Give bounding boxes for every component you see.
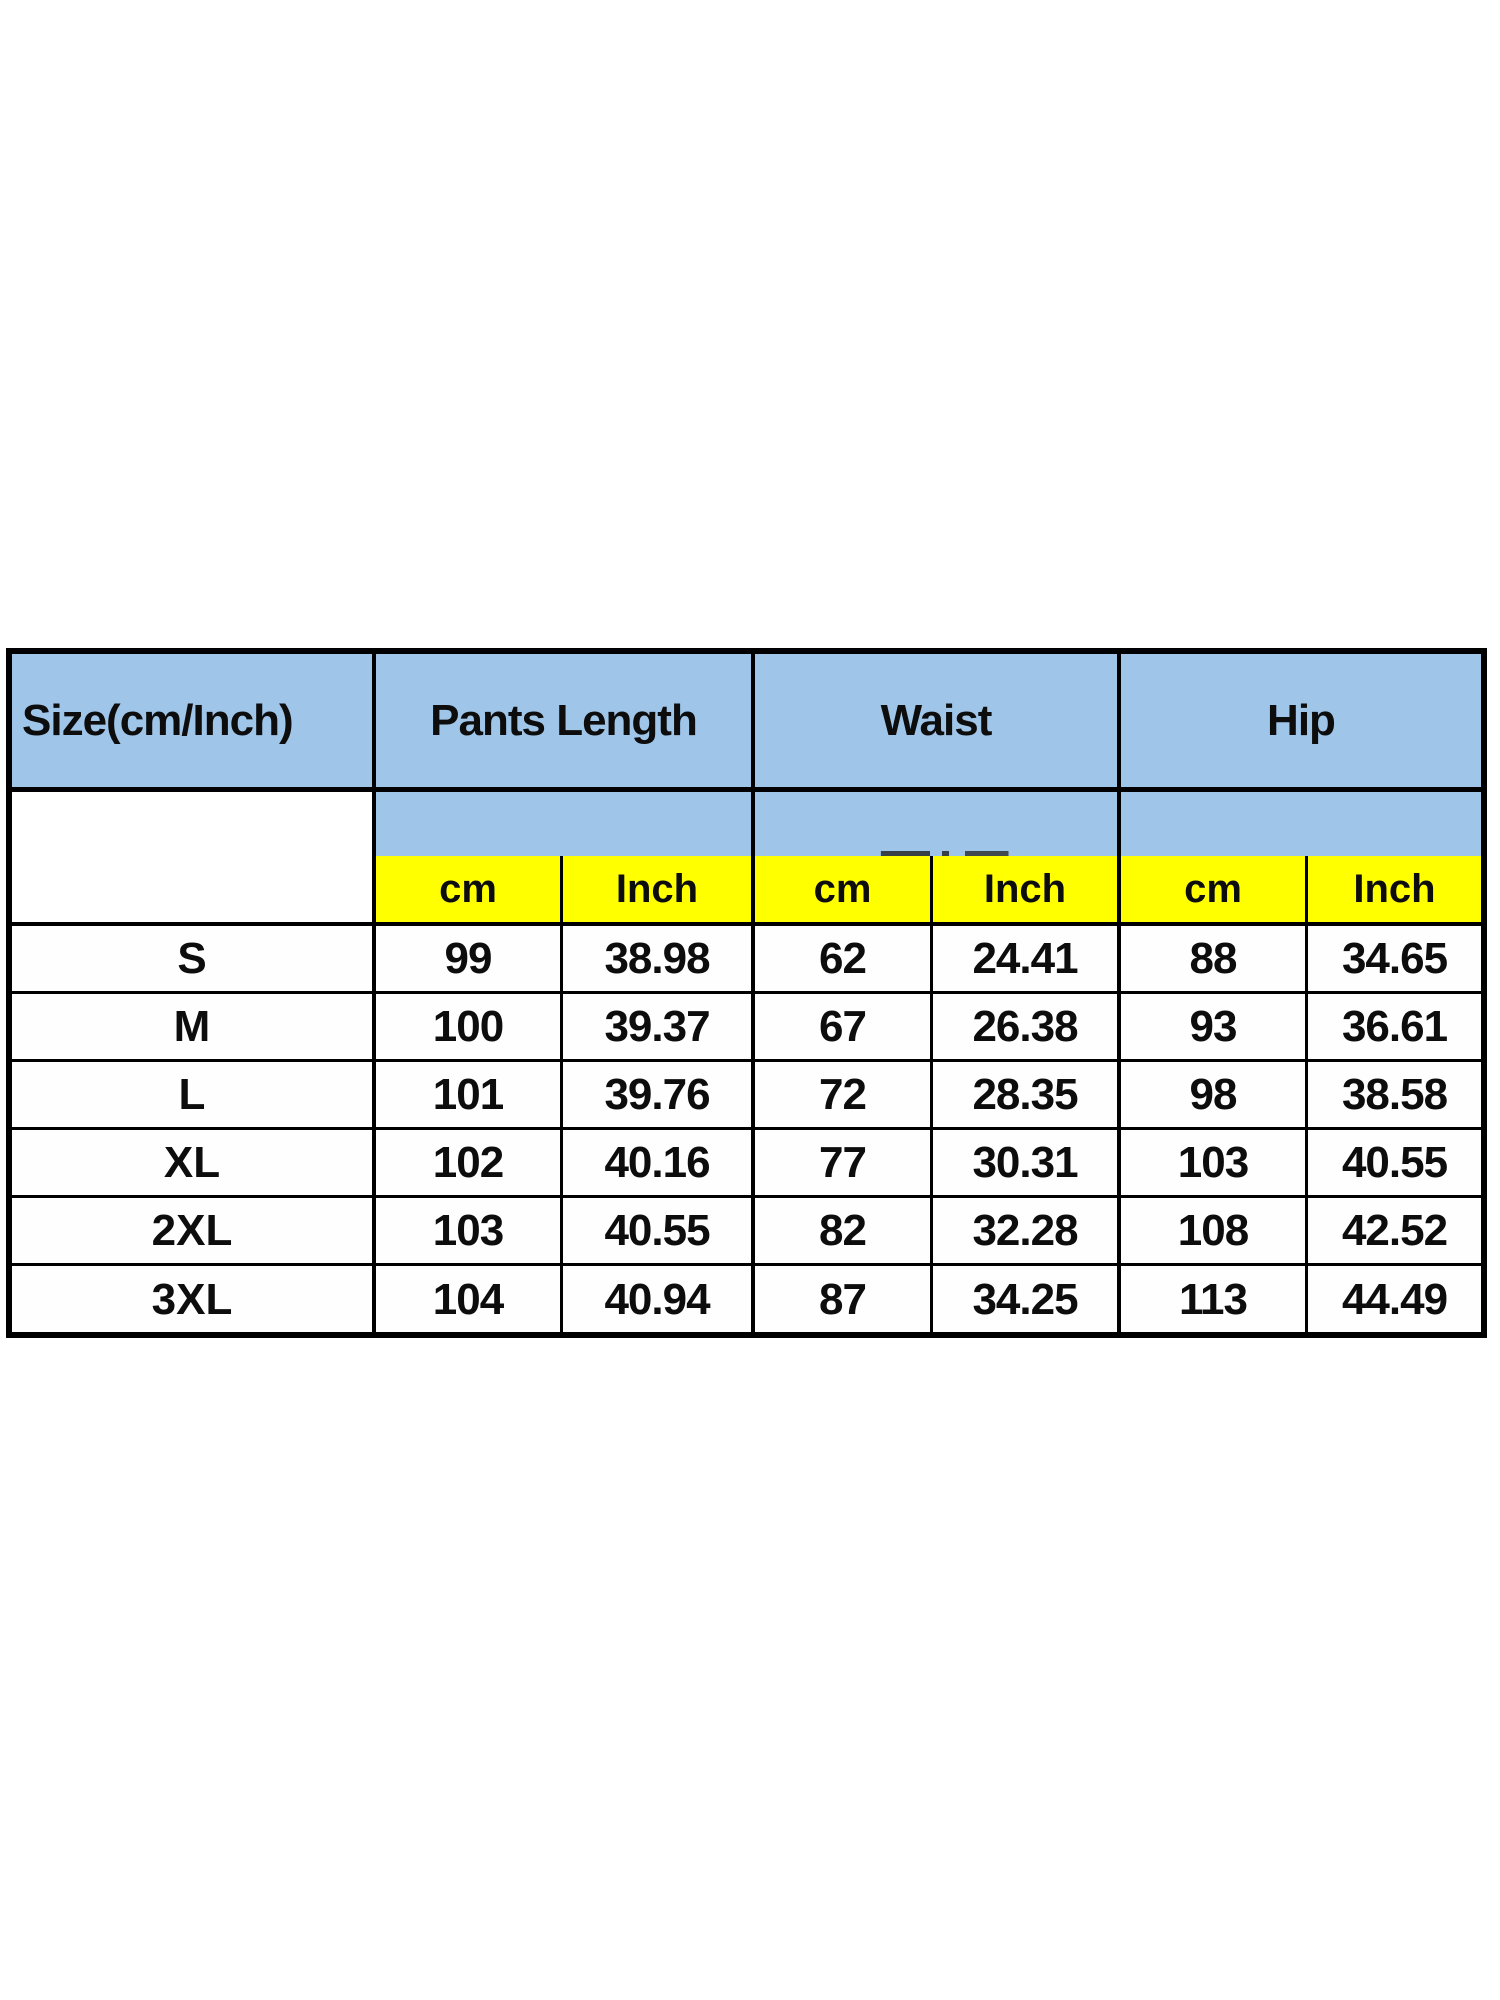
value-cell: 87: [755, 1266, 933, 1332]
size-cell-xl: XL: [12, 1130, 376, 1198]
value-cell: 103: [1121, 1130, 1308, 1198]
value-cell: 34.65: [1308, 926, 1481, 994]
value-cell: 24.41: [933, 926, 1121, 994]
value-cell: 38.58: [1308, 1062, 1481, 1130]
value-cell: 44.49: [1308, 1266, 1481, 1332]
value-cell: 88: [1121, 926, 1308, 994]
blue-spacer-hip: [1121, 792, 1481, 856]
value-cell: 39.76: [563, 1062, 755, 1130]
unit-cell-pants-inch: Inch: [563, 856, 755, 926]
size-cell-l: L: [12, 1062, 376, 1130]
size-cell-m: M: [12, 994, 376, 1062]
value-cell: 30.31: [933, 1130, 1121, 1198]
clipped-text-fragment: [880, 851, 1026, 856]
unit-cell-waist-cm: cm: [755, 856, 933, 926]
size-cell-2xl: 2XL: [12, 1198, 376, 1266]
value-cell: 100: [376, 994, 563, 1062]
value-cell: 99: [376, 926, 563, 994]
size-cell-3xl: 3XL: [12, 1266, 376, 1332]
value-cell: 26.38: [933, 994, 1121, 1062]
blank-cell: [12, 792, 376, 926]
unit-cell-waist-inch: Inch: [933, 856, 1121, 926]
header-cell-hip: Hip: [1121, 654, 1481, 792]
value-cell: 72: [755, 1062, 933, 1130]
unit-cell-hip-cm: cm: [1121, 856, 1308, 926]
blue-spacer-waist: [755, 792, 1121, 856]
size-cell-s: S: [12, 926, 376, 994]
value-cell: 104: [376, 1266, 563, 1332]
value-cell: 113: [1121, 1266, 1308, 1332]
value-cell: 103: [376, 1198, 563, 1266]
value-cell: 77: [755, 1130, 933, 1198]
value-cell: 40.94: [563, 1266, 755, 1332]
value-cell: 39.37: [563, 994, 755, 1062]
value-cell: 28.35: [933, 1062, 1121, 1130]
value-cell: 42.52: [1308, 1198, 1481, 1266]
value-cell: 40.55: [1308, 1130, 1481, 1198]
value-cell: 62: [755, 926, 933, 994]
value-cell: 98: [1121, 1062, 1308, 1130]
value-cell: 32.28: [933, 1198, 1121, 1266]
value-cell: 36.61: [1308, 994, 1481, 1062]
value-cell: 102: [376, 1130, 563, 1198]
header-cell-size: Size(cm/Inch): [12, 654, 376, 792]
size-chart-table: Size(cm/Inch) Pants Length Waist Hip cm …: [6, 648, 1487, 1338]
header-cell-pants-length: Pants Length: [376, 654, 755, 792]
value-cell: 67: [755, 994, 933, 1062]
value-cell: 82: [755, 1198, 933, 1266]
value-cell: 38.98: [563, 926, 755, 994]
blue-spacer-pants-length: [376, 792, 755, 856]
unit-cell-pants-cm: cm: [376, 856, 563, 926]
unit-cell-hip-inch: Inch: [1308, 856, 1481, 926]
value-cell: 101: [376, 1062, 563, 1130]
value-cell: 40.16: [563, 1130, 755, 1198]
header-cell-waist: Waist: [755, 654, 1121, 792]
value-cell: 40.55: [563, 1198, 755, 1266]
value-cell: 108: [1121, 1198, 1308, 1266]
value-cell: 34.25: [933, 1266, 1121, 1332]
value-cell: 93: [1121, 994, 1308, 1062]
